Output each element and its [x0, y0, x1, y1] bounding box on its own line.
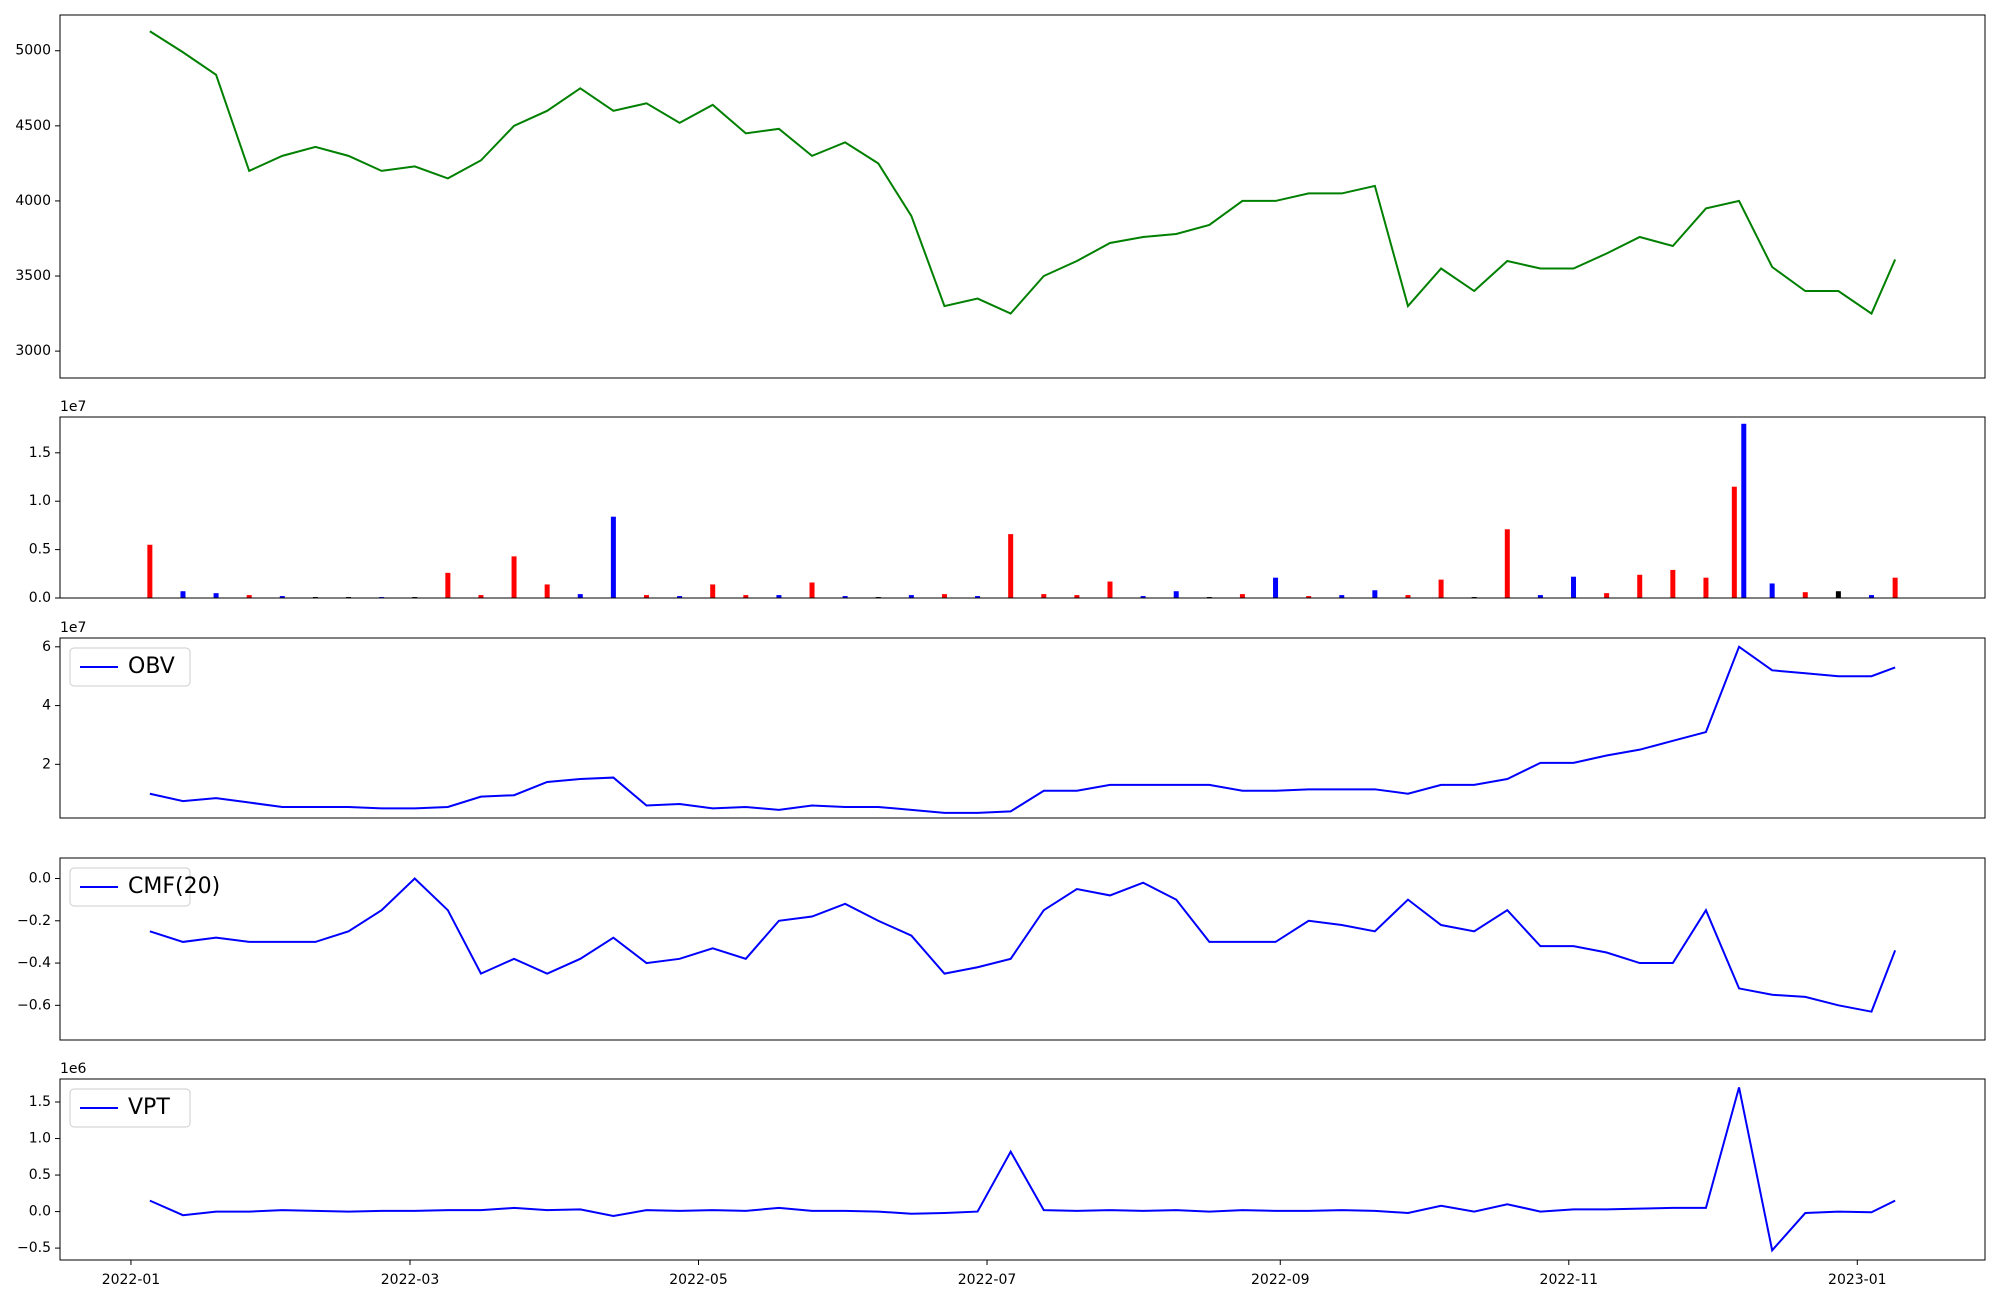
volume-bar [1637, 574, 1643, 598]
axes-frame [59, 1078, 1986, 1261]
offset-text: 1e6 [60, 1061, 87, 1077]
volume-bar [1405, 595, 1411, 598]
y-tick-label: 3500 [15, 268, 51, 284]
y-tick-label: −0.6 [17, 997, 51, 1013]
x-tick-label: 2022-11 [1540, 1272, 1599, 1288]
volume-bar [975, 596, 981, 598]
volume-bar [279, 596, 285, 598]
volume-bar [246, 595, 252, 598]
axes-frame [59, 416, 1986, 599]
axes-frame [59, 637, 1986, 819]
volume-bar [809, 582, 815, 598]
volume-bar [1769, 583, 1775, 598]
y-tick-label: 4 [42, 698, 51, 714]
volume-bar [908, 595, 914, 598]
y-tick-label: 4500 [15, 118, 51, 134]
data-line [149, 645, 1896, 814]
volume-bar [643, 595, 649, 598]
volume-bar [1438, 579, 1444, 598]
volume-bar [147, 544, 153, 598]
y-tick-label: 4000 [15, 193, 51, 209]
volume-bar [610, 516, 616, 598]
volume-bar [445, 572, 451, 598]
y-tick-label: −0.4 [17, 955, 51, 971]
y-tick-label: 0.0 [29, 871, 51, 887]
y-tick-label: 2 [42, 756, 51, 772]
volume-bar [1140, 596, 1146, 598]
volume-bar [577, 594, 583, 598]
y-tick-label: 0.5 [29, 542, 51, 558]
volume-bar [842, 596, 848, 598]
offset-text: 1e7 [60, 620, 86, 636]
volume-bar [1731, 486, 1737, 598]
data-line [149, 877, 1897, 1013]
volume-bar [1239, 594, 1245, 598]
volume-bar [1892, 577, 1898, 598]
data-line [149, 30, 1897, 316]
volume-bar [1339, 595, 1345, 598]
offset-text: 1e7 [60, 399, 86, 415]
legend-label: OBV [128, 654, 175, 679]
x-tick-label: 2022-01 [102, 1272, 161, 1288]
volume-bar [710, 584, 716, 598]
y-tick-label: 0.5 [29, 1167, 51, 1183]
volume-bar [1306, 596, 1312, 598]
volume-bar [1537, 595, 1543, 598]
volume-bar [1802, 592, 1808, 598]
y-tick-label: 1.5 [29, 1094, 51, 1110]
legend-box [69, 1088, 191, 1128]
volume-bar [478, 595, 484, 598]
volume-bar [941, 594, 947, 598]
volume-bar [1173, 591, 1179, 598]
y-tick-label: 1.0 [29, 1131, 51, 1147]
volume-bar [511, 556, 517, 598]
volume-bar [1074, 595, 1080, 598]
volume-bar [1008, 534, 1014, 598]
x-tick-label: 2022-03 [381, 1272, 440, 1288]
volume-bar [1041, 594, 1047, 598]
volume-bar [1670, 569, 1676, 598]
volume-bar [677, 596, 683, 598]
volume-bar [1703, 577, 1709, 598]
volume-bar [1372, 590, 1378, 598]
data-line [149, 1087, 1896, 1253]
y-tick-label: 5000 [15, 43, 51, 59]
y-tick-label: 1.0 [29, 493, 51, 509]
volume-bar [1604, 593, 1610, 598]
legend-box [69, 647, 191, 687]
x-tick-label: 2022-09 [1251, 1272, 1310, 1288]
legend-label: CMF(20) [128, 874, 220, 899]
volume-bar [544, 584, 550, 598]
volume-bar [1107, 581, 1113, 598]
y-tick-label: 6 [42, 639, 51, 655]
x-tick-label: 2023-01 [1828, 1272, 1887, 1288]
legend-box [69, 867, 191, 907]
axes-frame [59, 14, 1986, 379]
legend-label: VPT [128, 1095, 170, 1120]
y-tick-label: 3000 [15, 343, 51, 359]
volume-bar [1868, 595, 1874, 598]
volume-bar [180, 591, 186, 598]
y-tick-label: −0.5 [17, 1240, 51, 1256]
x-tick-label: 2022-05 [669, 1272, 728, 1288]
axes-frame [59, 857, 1986, 1041]
y-tick-label: 0.0 [29, 590, 51, 606]
volume-bar [1504, 529, 1510, 598]
volume-bar [1835, 591, 1841, 598]
volume-bar [1741, 423, 1747, 598]
y-tick-label: 0.0 [29, 1204, 51, 1220]
volume-bar [743, 595, 749, 598]
y-tick-label: −0.2 [17, 913, 51, 929]
volume-bar [1571, 576, 1577, 598]
x-tick-label: 2022-07 [958, 1272, 1017, 1288]
volume-bar [1273, 577, 1279, 598]
y-tick-label: 1.5 [29, 445, 51, 461]
volume-bar [213, 593, 219, 598]
volume-bar [776, 595, 782, 598]
